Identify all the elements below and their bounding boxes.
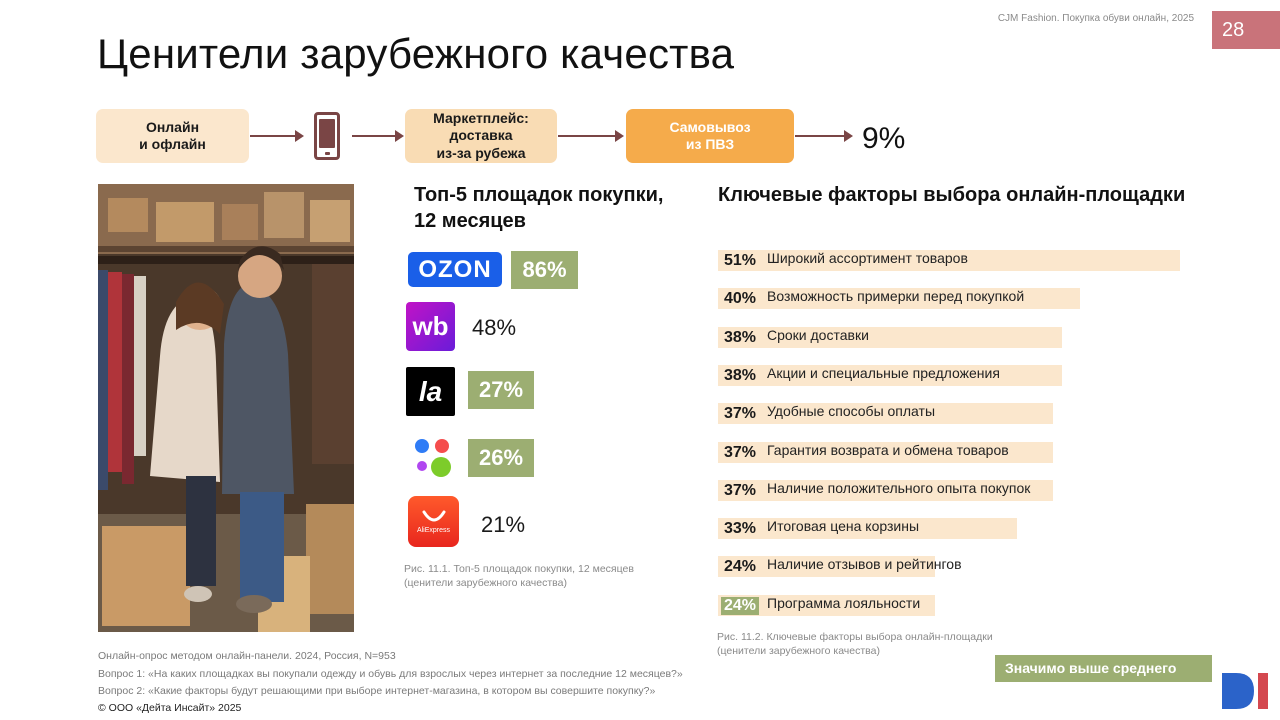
factor-row: 37% Удобные способы оплаты <box>718 403 1198 425</box>
flow-arrow <box>250 130 304 142</box>
factor-row: 37% Гарантия возврата и обмена товаров <box>718 441 1198 464</box>
factor-row: 40% Возможность примерки перед покупкой <box>718 288 1198 310</box>
factor-label: Акции и специальные предложения <box>767 364 1000 381</box>
factor-value: 51% <box>724 252 757 269</box>
factor-row: 33% Итоговая цена корзины <box>718 518 1198 540</box>
factor-value: 33% <box>724 520 757 538</box>
platform-value-yandex-market: 26% <box>468 439 534 477</box>
flow-step-marketplace: Маркетплейс: доставка из-за рубежа <box>405 109 557 163</box>
photo-shoppers-in-store <box>98 184 354 632</box>
factor-label: Удобные способы оплаты <box>767 403 936 420</box>
factor-bar <box>718 288 1080 310</box>
header-note: CJM Fashion. Покупка обуви онлайн, 2025 <box>997 13 1194 24</box>
factor-bar <box>718 594 935 616</box>
platform-value-lamoda: 27% <box>468 371 534 409</box>
factor-label: Сроки доставки <box>767 326 869 343</box>
factor-value: 37% <box>724 443 757 461</box>
flow-step-pickup: Самовывоз из ПВЗ <box>626 109 794 163</box>
factor-label: Наличие отзывов и рейтингов <box>767 556 962 573</box>
factor-row: 37% Наличие положительного опыта покупок <box>718 479 1198 502</box>
factor-value: 38% <box>724 328 757 346</box>
brand-logo <box>1220 671 1272 711</box>
platform-value-aliexpress: 21% <box>481 512 526 537</box>
factor-label: Возможность примерки перед покупкой <box>767 288 1025 305</box>
factor-bar <box>718 326 1062 348</box>
factor-bar <box>718 479 1053 501</box>
factor-value: 37% <box>724 405 757 423</box>
factor-label: Итоговая цена корзины <box>767 518 920 535</box>
flow-arrow <box>558 130 624 142</box>
lamoda-logo: la <box>406 367 455 416</box>
ozon-logo: OZON <box>408 252 502 287</box>
legend-significant-above-average: Значимо выше среднего <box>995 655 1212 682</box>
factor-label: Гарантия возврата и обмена товаров <box>767 441 1009 458</box>
factor-bar <box>718 250 1180 271</box>
aliexpress-logo: AliExpress <box>408 496 459 547</box>
flow-step-online-offline: Онлайн и офлайн <box>96 109 249 163</box>
factor-bar <box>718 441 1053 463</box>
platforms-caption: Рис. 11.1. Топ-5 площадок покупки, 12 ме… <box>404 563 634 590</box>
platforms-title: Топ-5 площадок покупки, 12 месяцев <box>414 184 664 232</box>
factor-row: 38% Акции и специальные предложения <box>718 364 1198 387</box>
footer-method: Онлайн-опрос методом онлайн-панели. 2024… <box>98 650 396 662</box>
factor-row: 24% Наличие отзывов и рейтингов <box>718 556 1198 578</box>
page-number: 28 <box>1212 11 1280 49</box>
factor-bar <box>718 403 1053 425</box>
factor-label: Программа лояльности <box>767 594 921 611</box>
footer-question-2: Вопрос 2: «Какие факторы будут решающими… <box>98 685 656 697</box>
factor-row: 24% Программа лояльности <box>718 594 1198 617</box>
factor-bar <box>718 556 935 578</box>
wildberries-logo: wb <box>406 302 455 351</box>
platform-value-wildberries: 48% <box>472 315 517 340</box>
factor-row: 51% Широкий ассортимент товаров <box>718 250 1198 272</box>
page-title: Ценители зарубежного качества <box>97 30 735 77</box>
factor-value: 24% <box>721 596 760 615</box>
footer-copyright: © ООО «Дейта Инсайт» 2025 <box>98 702 242 714</box>
yandex-market-logo <box>408 434 456 482</box>
factor-bar <box>718 364 1062 386</box>
footer-question-1: Вопрос 1: «На каких площадках вы покупал… <box>98 668 683 680</box>
factor-label: Широкий ассортимент товаров <box>767 250 968 266</box>
factor-value: 37% <box>724 481 757 499</box>
factor-value: 24% <box>724 558 757 576</box>
factor-value: 40% <box>724 290 757 308</box>
factor-bar <box>718 518 1017 540</box>
platform-value-ozon: 86% <box>511 251 578 289</box>
flow-arrow <box>795 130 853 142</box>
factor-label: Наличие положительного опыта покупок <box>767 479 1031 496</box>
factor-row: 38% Сроки доставки <box>718 326 1198 349</box>
flow-arrow <box>352 130 404 142</box>
factors-caption: Рис. 11.2. Ключевые факторы выбора онлай… <box>717 631 993 658</box>
flow-percent: 9% <box>862 122 906 155</box>
smartphone-icon <box>314 112 340 160</box>
factor-value: 38% <box>724 366 757 384</box>
factors-title: Ключевые факторы выбора онлайн-площадки <box>718 184 1186 206</box>
